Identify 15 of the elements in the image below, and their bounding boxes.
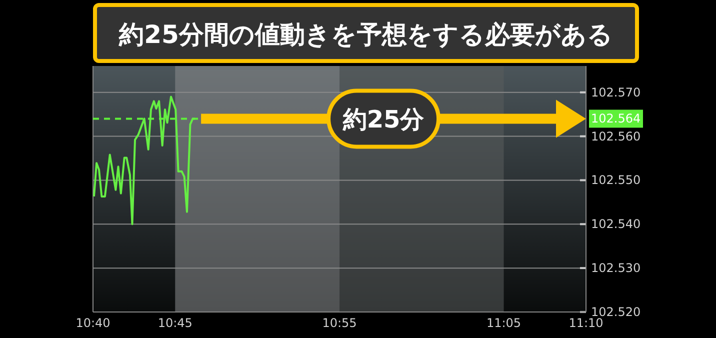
x-tick-label: 11:05 [486,316,522,330]
annotation: 約25分 [342,106,426,134]
x-tick-label: 10:55 [322,316,357,330]
line-series [92,96,196,226]
x-tick-label: 10:45 [158,316,192,330]
y-tick-label: 102.540 [591,217,641,232]
chart-title: 約25分間の値動きを予想をする必要がある [118,20,613,49]
x-tick-label: 11:10 [568,316,604,330]
y-tick-label: 102.530 [591,261,641,276]
ref-line-label: 102.564 [591,112,641,126]
y-tick-label: 102.570 [591,85,641,100]
x-tick-label: 10:40 [76,316,110,330]
y-tick-label: 102.550 [591,173,641,188]
y-tick-label: 102.520 [591,305,641,319]
y-tick-label: 102.560 [591,129,641,144]
